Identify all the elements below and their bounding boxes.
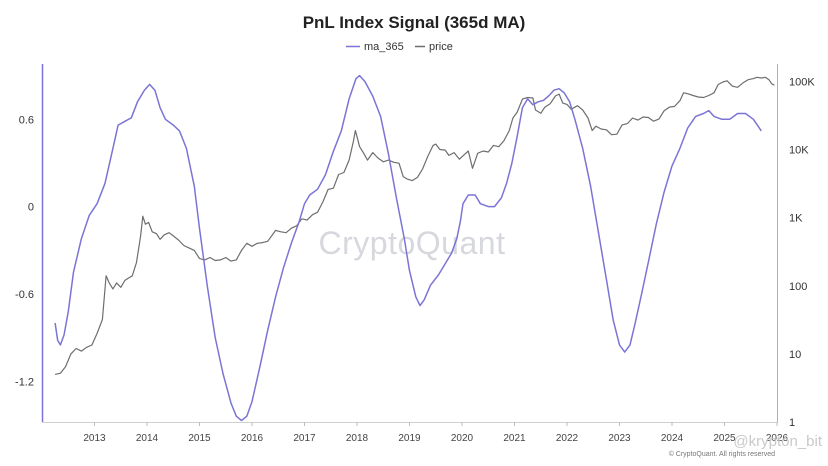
x-tick-label: 2023 [608,433,631,444]
series-price-line [54,76,775,375]
x-tick-label: 2020 [451,433,474,444]
y-right-tick-label: 100K [789,76,815,88]
x-tick-label: 2015 [188,433,211,444]
x-tick-label: 2024 [661,433,684,444]
legend-label-ma-365[interactable]: ma_365 [364,41,404,53]
y-right-tick-label: 10 [789,349,801,361]
y-right-tick-label: 1K [789,213,803,225]
y-left-tick-label: 0 [28,202,34,214]
y-left-tick-label: -1.2 [15,376,34,388]
x-tick-label: 2016 [241,433,264,444]
y-right-tick-label: 10K [789,145,809,157]
y-right-tick-label: 100 [789,281,807,293]
x-axis-ticks: 2013 2014 2015 2016 2017 2018 2019 2020 2021 2022… [83,422,789,444]
x-tick-label: 2025 [713,433,736,444]
series-ma-365-line [54,74,762,422]
y-left-tick-label: -0.6 [15,289,34,301]
x-tick-label: 2014 [136,433,159,444]
legend[interactable]: ma_365 price [346,41,453,53]
x-tick-label: 2017 [293,433,316,444]
overlay-handle-text: @krypton_bit [733,433,822,450]
legend-label-price[interactable]: price [429,41,453,53]
chart-title: PnL Index Signal (365d MA) [303,13,526,32]
right-axis-ticks: 100K 10K 1K 100 10 1 [789,76,815,429]
x-tick-label: 2022 [556,433,579,444]
x-tick-label: 2026 [766,433,789,444]
x-tick-label: 2021 [503,433,526,444]
y-right-tick-label: 1 [789,417,795,429]
x-tick-label: 2013 [83,433,106,444]
left-axis-ticks: 0.6 0 -0.6 -1.2 [15,114,34,388]
x-tick-label: 2019 [398,433,421,444]
x-tick-label: 2018 [346,433,369,444]
copyright-text: © CryptoQuant. All rights reserved [669,450,775,458]
watermark-logo-text: CryptoQuant [319,225,506,261]
y-left-tick-label: 0.6 [19,114,34,126]
